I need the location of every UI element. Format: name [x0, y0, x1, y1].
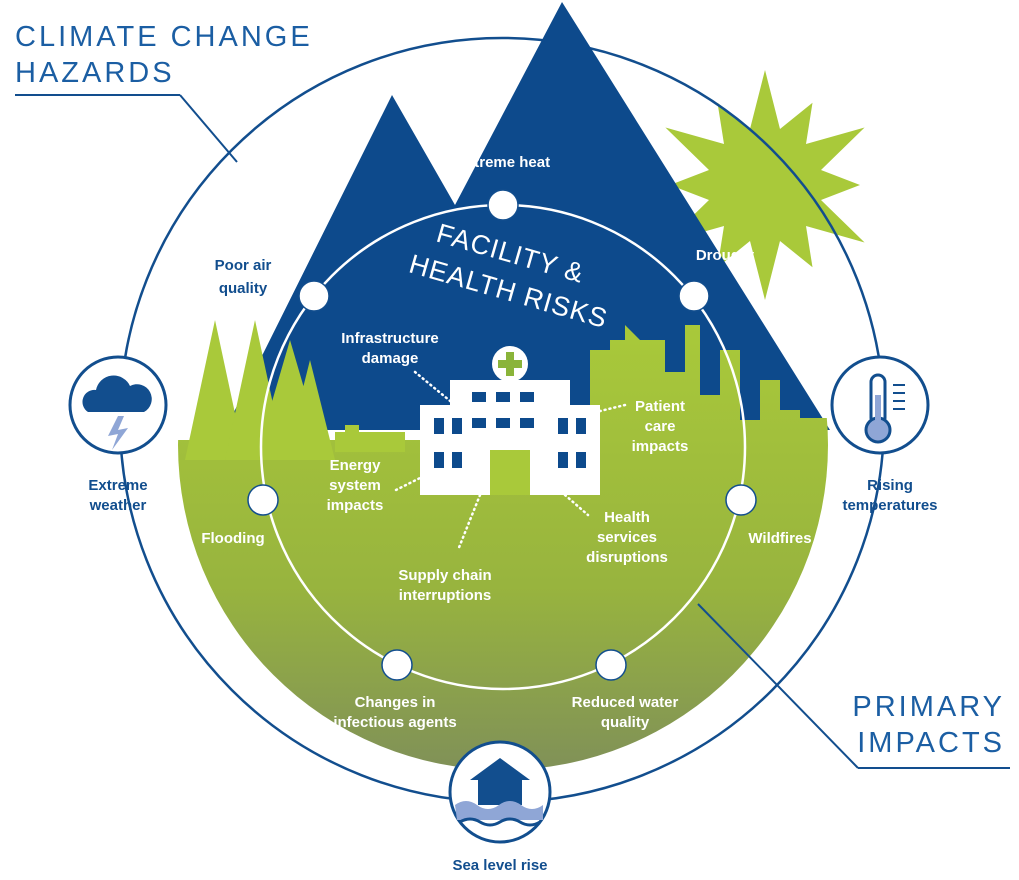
- hazard-label: temperatures: [842, 497, 937, 514]
- impact-label: Poor air: [215, 257, 272, 274]
- impact-label: Reduced water: [572, 694, 679, 711]
- thermometer-icon: [832, 357, 928, 453]
- risk-label: Energy: [330, 457, 382, 474]
- risk-label: interruptions: [399, 587, 492, 604]
- risk-label: impacts: [632, 438, 689, 455]
- title: CLIMATE CHANGE: [15, 21, 313, 53]
- risk-label: system: [329, 477, 381, 494]
- risk-label: Infrastructure: [341, 330, 439, 347]
- hazard-label: weather: [89, 497, 147, 514]
- leader-line: [698, 604, 858, 768]
- impact-label: Flooding: [201, 530, 264, 547]
- risk-label: disruptions: [586, 549, 668, 566]
- impact-label: Changes in: [355, 694, 436, 711]
- risk-label: Health: [604, 509, 650, 526]
- heading: IMPACTS: [857, 727, 1005, 759]
- diagram: CLIMATE CHANGE HAZARDS PRIMARY IMPACTS F…: [0, 0, 1019, 880]
- impact-label: quality: [601, 714, 650, 731]
- impact-label: quality: [219, 280, 268, 297]
- impact-label: Wildfires: [748, 530, 811, 547]
- impact-label: infectious agents: [333, 714, 456, 731]
- leader-line: [180, 95, 237, 162]
- risk-label: services: [597, 529, 657, 546]
- heading: PRIMARY: [852, 691, 1005, 723]
- weather-icon: [70, 357, 166, 453]
- risk-label: damage: [362, 350, 419, 367]
- hazard-label: Rising: [867, 477, 913, 494]
- risk-label: Patient: [635, 398, 685, 415]
- hazard-label: Extreme: [88, 477, 147, 494]
- sea-level-icon: [450, 742, 550, 842]
- risk-label: Supply chain: [398, 567, 491, 584]
- title: HAZARDS: [15, 57, 175, 89]
- impact-label: Drought: [696, 247, 754, 264]
- hazard-label: Sea level rise: [452, 857, 547, 874]
- risk-label: care: [645, 418, 676, 435]
- risk-label: impacts: [327, 497, 384, 514]
- impact-label: Extreme heat: [456, 154, 550, 171]
